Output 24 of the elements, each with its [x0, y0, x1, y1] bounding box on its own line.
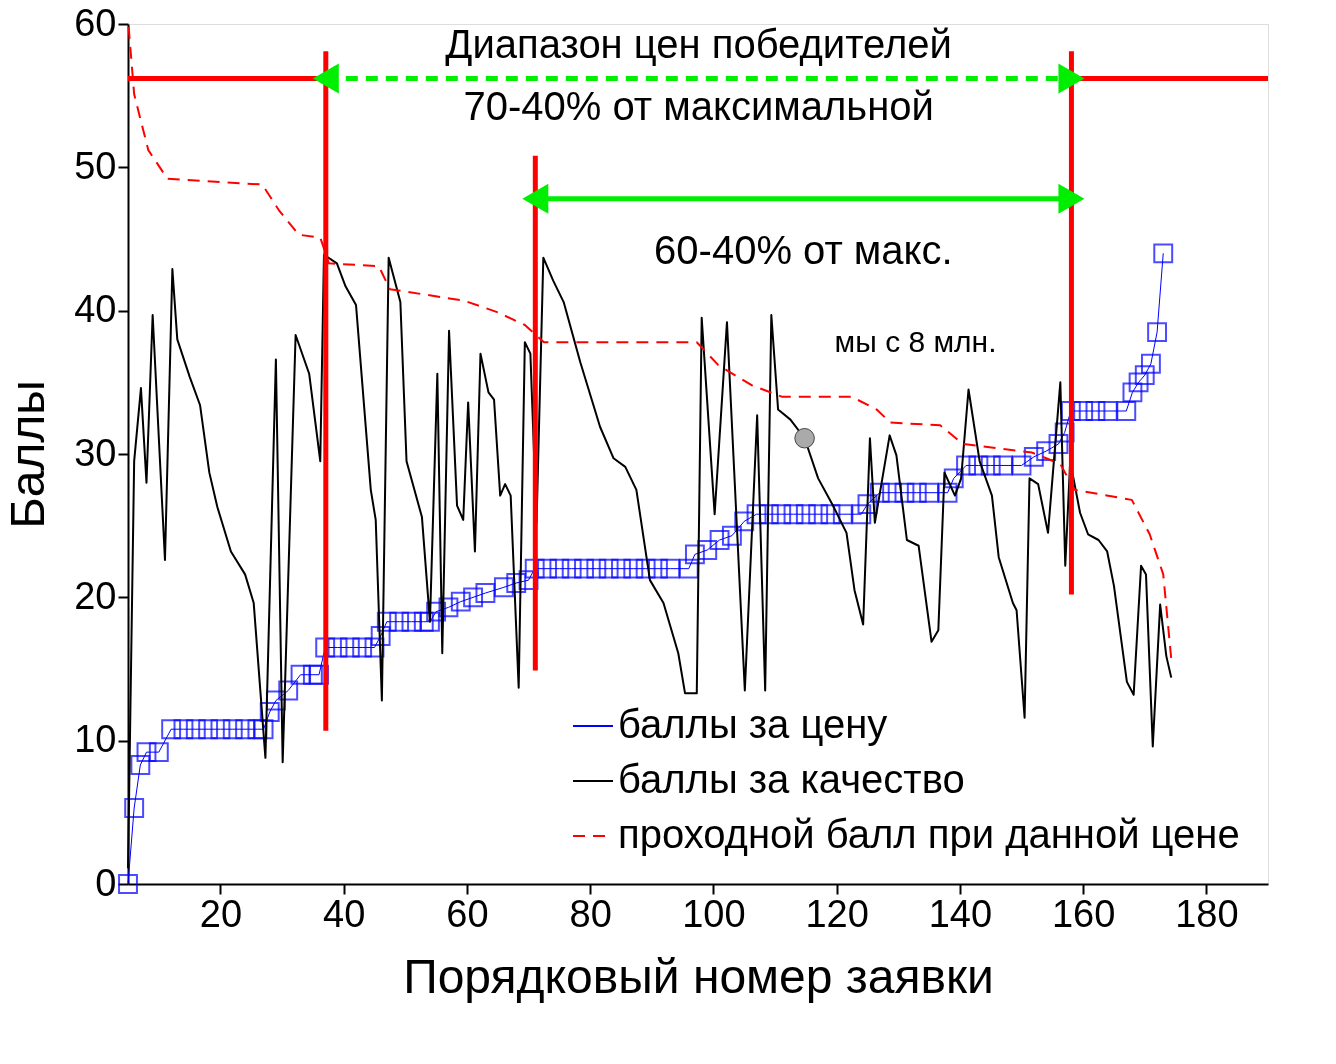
x-tick-label: 140: [928, 892, 993, 935]
legend-label: баллы за качество: [618, 757, 965, 801]
y-tick-label: 20: [74, 574, 117, 617]
y-axis-title: Баллы: [1, 380, 55, 529]
annotation: 60-40% от макс.: [654, 228, 953, 272]
x-tick-label: 160: [1051, 892, 1116, 935]
x-tick-label: 180: [1175, 892, 1239, 935]
legend-label: баллы за цену: [618, 702, 888, 746]
y-tick-label: 60: [74, 1, 117, 44]
y-tick-label: 50: [74, 144, 117, 187]
x-tick-label: 40: [323, 892, 366, 935]
y-tick-label: 0: [95, 861, 117, 904]
y-tick-label: 10: [74, 718, 117, 761]
x-tick-label: 120: [805, 892, 869, 935]
x-tick-label: 100: [682, 892, 746, 935]
legend-label: проходной балл при данной цене: [618, 812, 1240, 856]
x-axis-title: Порядковый номер заявки: [403, 949, 994, 1003]
x-tick-label: 60: [446, 892, 489, 935]
annotation: мы с 8 млн.: [834, 325, 997, 359]
y-tick-label: 30: [74, 431, 117, 474]
annotation: Диапазон цен победителей 70-40% от максимальной: [445, 22, 952, 128]
y-tick-label: 40: [74, 288, 117, 331]
x-tick-label: 20: [199, 892, 243, 935]
x-tick-label: 80: [569, 892, 612, 935]
